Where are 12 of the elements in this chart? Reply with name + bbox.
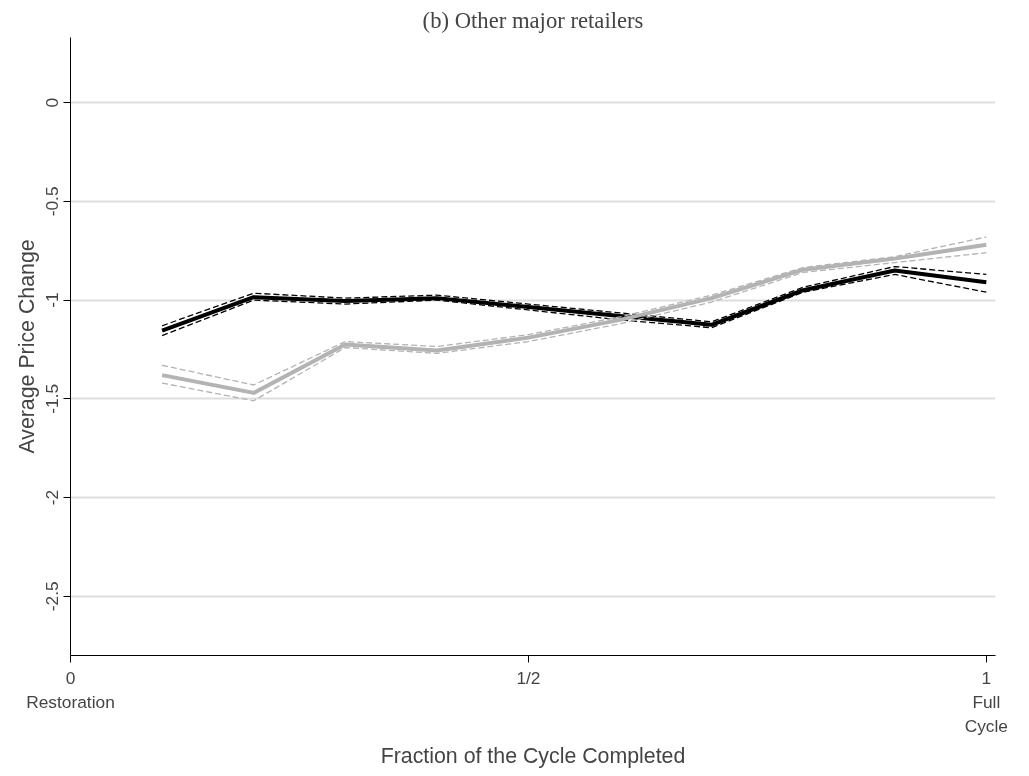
x-tick-label: 1/2 (516, 667, 541, 688)
y-tick-label: -2.5 (42, 581, 63, 612)
y-tick-label: -0.5 (42, 186, 63, 217)
chart-title: (b) Other major retailers (422, 7, 644, 33)
x-axis-title: Fraction of the Cycle Completed (380, 743, 686, 768)
y-axis-title: Average Price Change (14, 239, 39, 454)
x-tick-label: 1 Full Cycle (964, 667, 1009, 736)
y-tick-label: -1 (42, 292, 63, 308)
y-tick-label: -2 (42, 489, 63, 506)
y-tick-label: -1.5 (42, 383, 63, 414)
y-tick-label: 0 (42, 97, 63, 108)
x-tick-label: 0 Restoration (26, 667, 115, 712)
